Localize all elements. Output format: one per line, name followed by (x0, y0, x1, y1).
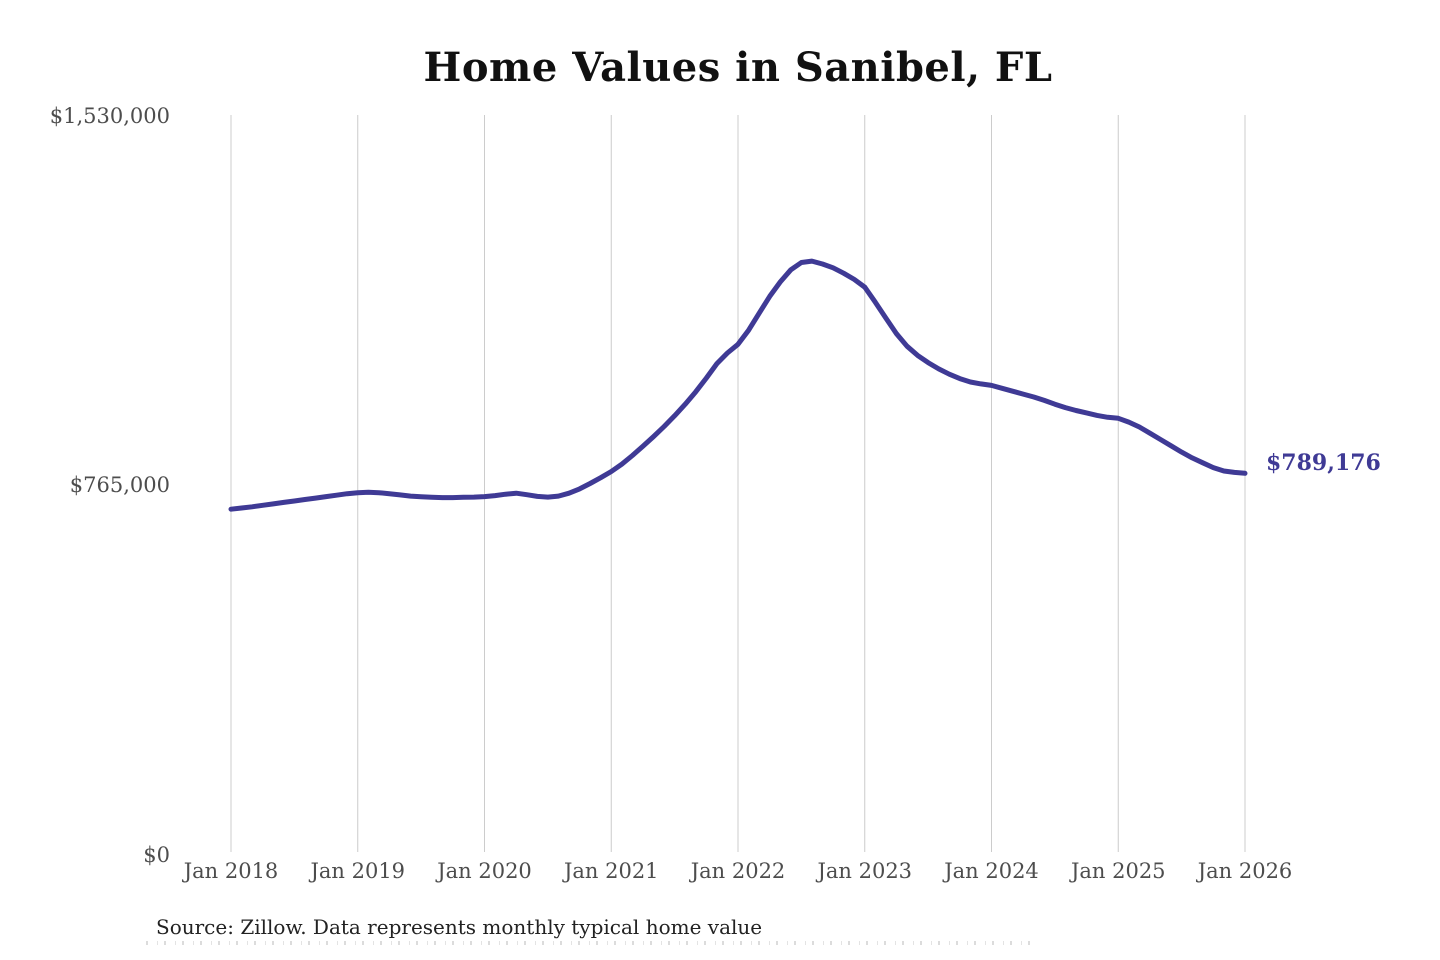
chart-title: Home Values in Sanibel, FL (423, 44, 1053, 91)
x-tick-label: Jan 2018 (183, 859, 279, 883)
x-tick-label: Jan 2021 (563, 859, 659, 883)
x-tick-label: Jan 2023 (817, 859, 913, 883)
cropped-text-remnant (140, 941, 1030, 945)
x-tick-label: Jan 2020 (437, 859, 532, 883)
y-axis-tick-label-mid: $765,000 (69, 473, 170, 497)
home-value-line (228, 258, 1248, 512)
x-tick-label: Jan 2024 (944, 859, 1039, 883)
x-tick-label: Jan 2019 (310, 859, 406, 883)
x-tick-label: Jan 2025 (1070, 859, 1166, 883)
x-tick-label: Jan 2022 (690, 859, 786, 883)
source-note: Source: Zillow. Data represents monthly … (156, 915, 763, 939)
x-tick-label: Jan 2026 (1197, 859, 1293, 883)
y-axis-tick-label-max: $1,530,000 (49, 104, 170, 128)
y-axis-tick-label-zero: $0 (143, 843, 170, 867)
current-value-label: $789,176 (1266, 450, 1381, 476)
